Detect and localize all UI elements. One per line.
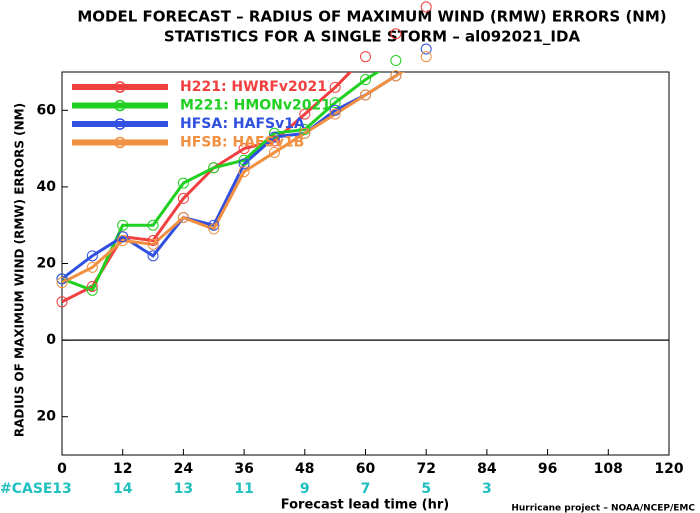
y-tick-label: 20: [37, 256, 57, 272]
point-marker: [147, 238, 159, 250]
x-tick-label: 24: [174, 461, 194, 477]
case-count: 13: [52, 481, 71, 497]
point-marker: [117, 235, 129, 247]
legend-label: H221: HWRFv2021: [180, 79, 327, 95]
point-marker: [147, 250, 159, 262]
case-count: 14: [113, 481, 133, 497]
point-marker: [86, 284, 98, 296]
point-marker: [208, 162, 220, 174]
plot-frame: [61, 71, 670, 456]
point-marker: [299, 123, 311, 135]
case-count: 9: [300, 481, 310, 497]
x-tick-label: 60: [356, 461, 376, 477]
point-marker: [329, 81, 341, 93]
point-marker: [238, 166, 250, 178]
point-marker: [147, 235, 159, 247]
y-tick-label: 0: [46, 332, 56, 348]
point-marker: [329, 97, 341, 109]
point-marker: [177, 212, 189, 224]
point-marker: [329, 108, 341, 120]
plot-lines: [62, 72, 405, 304]
point-marker: [360, 74, 371, 86]
chart-subtitle: STATISTICS FOR A SINGLE STORM – al092021…: [164, 28, 581, 46]
x-tick-label: 12: [113, 461, 132, 477]
point-marker: [117, 231, 129, 243]
point-marker: [268, 135, 280, 147]
chart-title: MODEL FORECAST – RADIUS OF MAXIMUM WIND …: [77, 8, 666, 26]
x-tick-label: 108: [594, 461, 623, 477]
point-marker: [238, 158, 250, 170]
point-marker: [86, 280, 98, 292]
point-marker: [390, 55, 402, 67]
point-marker: [208, 223, 220, 235]
case-count: 3: [482, 481, 492, 497]
point-marker: [177, 177, 189, 189]
y-tick-label: 20: [37, 409, 57, 425]
case-count: 7: [361, 481, 371, 497]
x-tick-label: 84: [477, 461, 497, 477]
point-marker: [56, 273, 68, 285]
point-marker: [299, 108, 311, 120]
point-marker: [238, 143, 250, 155]
point-marker: [208, 219, 220, 231]
point-marker: [390, 70, 402, 82]
legend-label: HFSA: HAFSv1A: [180, 116, 305, 132]
point-marker: [147, 219, 159, 231]
x-tick-label: 48: [295, 461, 314, 477]
legend-marker: [114, 118, 126, 130]
point-marker: [360, 89, 371, 101]
series-line: [62, 72, 353, 304]
case-count: 13: [174, 481, 193, 497]
point-marker: [360, 51, 371, 63]
legend-label: M221: HMONv2021: [180, 98, 331, 114]
point-marker: [268, 146, 280, 158]
x-tick-label: 36: [234, 461, 253, 477]
point-marker: [420, 1, 432, 13]
legend-marker: [114, 136, 126, 149]
point-marker: [56, 277, 68, 289]
point-marker: [299, 127, 311, 139]
legend-label: HFSB: HAFSv1B: [180, 135, 304, 151]
case-label: #CASE: [0, 481, 53, 497]
case-count: 11: [234, 481, 253, 497]
case-count: 5: [421, 481, 431, 497]
footer: Hurricane project – NOAA/NCEP/EMC: [511, 504, 695, 513]
point-marker: [268, 127, 280, 139]
x-tick-label: 72: [416, 461, 435, 477]
point-marker: [268, 131, 280, 143]
point-marker: [420, 51, 432, 63]
x-tick-label: 120: [654, 461, 683, 477]
x-axis-label: Forecast lead time (hr): [281, 498, 449, 513]
legend-marker: [114, 99, 126, 112]
point-marker: [117, 219, 129, 231]
x-tick-label: 0: [57, 461, 67, 477]
point-marker: [56, 296, 68, 308]
x-tick-label: 96: [538, 461, 557, 477]
y-axis-label: RADIUS OF MAXIMUM WIND (RMW) ERRORS (NM): [13, 103, 27, 437]
point-marker: [86, 250, 98, 262]
point-marker: [86, 261, 98, 273]
legend-marker: [114, 81, 126, 93]
point-marker: [390, 28, 402, 40]
point-marker: [177, 192, 189, 204]
point-marker: [238, 154, 250, 166]
series-line: [62, 72, 405, 284]
point-marker: [329, 104, 341, 116]
point-marker: [420, 43, 432, 55]
y-tick-label: 40: [37, 179, 57, 195]
y-tick-label: 60: [37, 102, 57, 118]
